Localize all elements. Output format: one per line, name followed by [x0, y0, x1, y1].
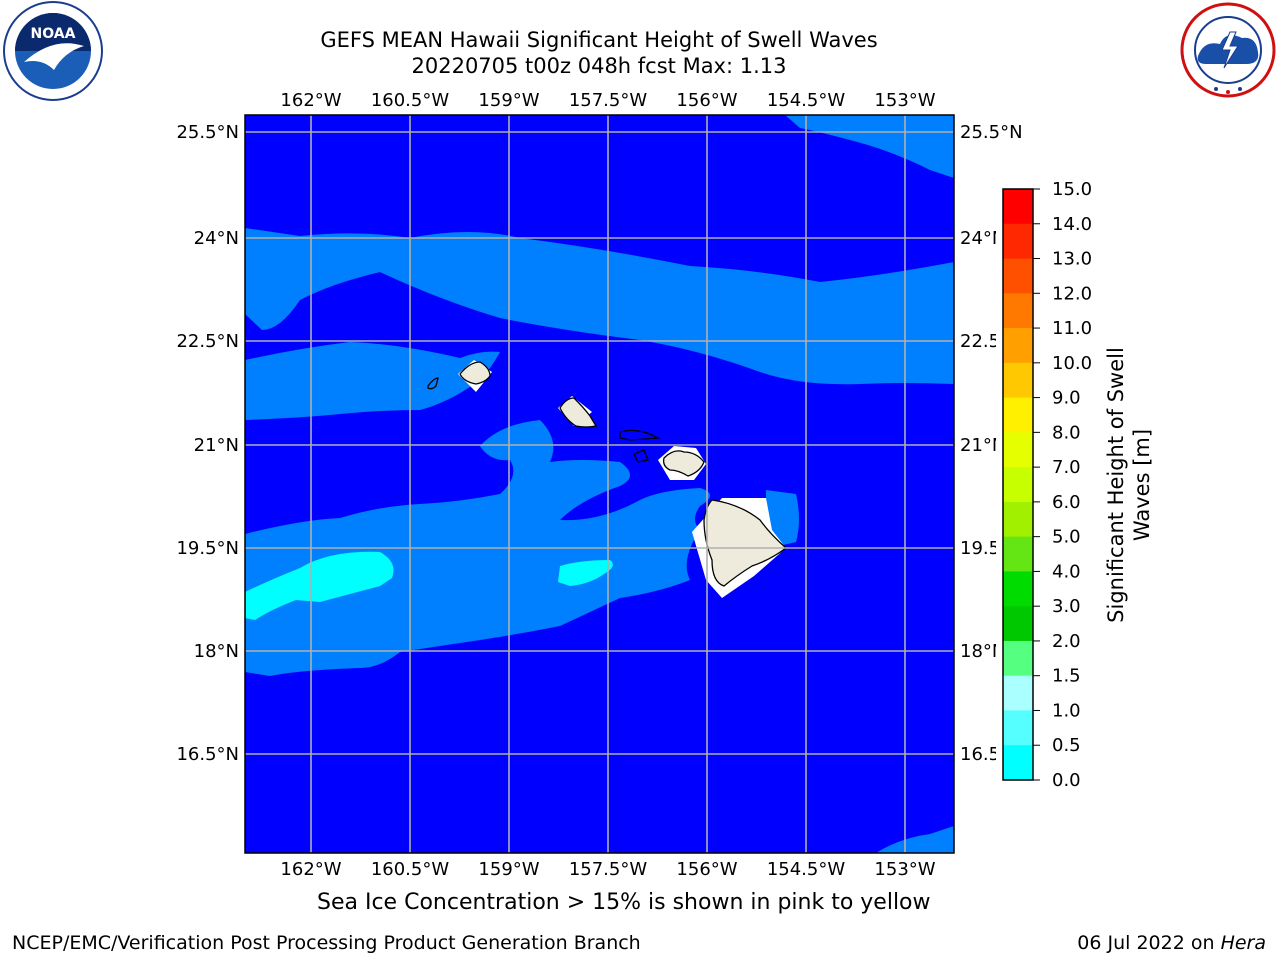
- nws-logo-icon: [1180, 2, 1276, 98]
- island-niihau: [427, 377, 439, 390]
- sea-ice-note: Sea Ice Concentration > 15% is shown in …: [317, 890, 931, 915]
- colorbar-tick-label: 9.0: [1052, 388, 1081, 409]
- credit-date: 06 Jul 2022 on Hera: [1077, 932, 1266, 954]
- lat-tick-right: 25.5°N: [960, 122, 1023, 143]
- colorbar-label-line1: Significant Height of Swell: [1104, 347, 1128, 623]
- lat-tick-left: 21°N: [194, 435, 239, 456]
- lon-tick-bottom: 154.5°W: [767, 859, 846, 880]
- swell-band-1-0-south: [558, 560, 613, 586]
- lat-tick-right: 18°N: [960, 641, 1005, 662]
- colorbar-swatch: [1003, 397, 1033, 433]
- lon-tick-top: 159°W: [478, 90, 539, 111]
- island-hawaii: [703, 499, 788, 587]
- colorbar-ticks: 15.0 14.0 13.0 12.0 11.0 10.0 9.0 8.0 7.0 6.0 5.0 4…: [1033, 180, 1092, 791]
- lat-tick-left: 18°N: [194, 641, 239, 662]
- chart-subtitle: 20220705 t00z 048h fcst Max: 1.13: [411, 54, 787, 78]
- colorbar-tick-label: 4.0: [1052, 561, 1081, 582]
- swell-band-0-5-southeast: [876, 826, 954, 853]
- colorbar-tick-label: 2.0: [1052, 631, 1081, 652]
- colorbar-tick-label: 3.0: [1052, 596, 1081, 617]
- lon-tick-bottom: 160.5°W: [371, 859, 450, 880]
- lon-tick-bottom: 156°W: [676, 859, 737, 880]
- colorbar-swatch: [1003, 675, 1033, 711]
- colorbar-swatch: [1003, 571, 1033, 607]
- colorbar-swatch: [1003, 293, 1033, 329]
- colorbar-swatch: [1003, 328, 1033, 364]
- island-oahu: [559, 397, 598, 428]
- colorbar-swatches: [1003, 189, 1033, 781]
- map-frame: [244, 114, 955, 854]
- lat-tick-left: 22.5°N: [176, 331, 239, 352]
- colorbar-swatch: [1003, 606, 1033, 642]
- noaa-logo-text: NOAA: [31, 26, 76, 42]
- colorbar-swatch: [1003, 745, 1033, 781]
- chart-title: GEFS MEAN Hawaii Significant Height of S…: [320, 28, 878, 52]
- colorbar-swatch: [1003, 189, 1033, 225]
- lat-tick-right: 21°N: [960, 435, 1005, 456]
- lon-tick-top: 154.5°W: [767, 90, 846, 111]
- colorbar-swatch: [1003, 640, 1033, 677]
- colorbar-tick-label: 7.0: [1052, 457, 1081, 478]
- colorbar-tick-label: 13.0: [1052, 249, 1092, 270]
- colorbar-label-line2: Waves [m]: [1130, 428, 1154, 542]
- swell-band-0-5-north: [245, 228, 954, 385]
- lat-tick-left: 25.5°N: [176, 122, 239, 143]
- colorbar-swatch: [1003, 536, 1033, 572]
- swell-band-0-5-northeast: [785, 115, 954, 178]
- colorbar-swatch: [1003, 501, 1033, 538]
- colorbar-tick-label: 1.0: [1052, 700, 1081, 721]
- lat-tick-left: 24°N: [194, 228, 239, 249]
- credit-date-text: 06 Jul 2022 on: [1077, 932, 1221, 954]
- noaa-logo-icon: NOAA: [3, 1, 103, 101]
- colorbar: 15.0 14.0 13.0 12.0 11.0 10.0 9.0 8.0 7.0 6.0 5.0 4…: [996, 180, 1092, 792]
- colorbar-tick-label: 11.0: [1052, 318, 1092, 339]
- lat-tick-left: 16.5°N: [176, 744, 239, 765]
- credit-branch: NCEP/EMC/Verification Post Processing Pr…: [12, 932, 641, 954]
- lon-tick-bottom: 153°W: [874, 859, 935, 880]
- lon-tick-top: 157.5°W: [569, 90, 648, 111]
- island-maui: [662, 450, 705, 477]
- swell-band-1-0-west: [245, 551, 394, 620]
- lon-tick-top: 162°W: [280, 90, 341, 111]
- colorbar-tick-label: 1.5: [1052, 666, 1081, 687]
- colorbar-tick-label: 12.0: [1052, 283, 1092, 304]
- colorbar-tick-label: 8.0: [1052, 422, 1081, 443]
- lon-tick-bottom: 159°W: [478, 859, 539, 880]
- island-kauai: [459, 361, 491, 385]
- grid-lines: [245, 115, 954, 853]
- colorbar-swatch: [1003, 432, 1033, 468]
- colorbar-tick-label: 5.0: [1052, 527, 1081, 548]
- lon-tick-top: 153°W: [874, 90, 935, 111]
- island-lanai: [633, 449, 649, 463]
- islands: [427, 360, 788, 598]
- island-molokai: [619, 429, 661, 441]
- lon-tick-top: 160.5°W: [371, 90, 450, 111]
- colorbar-swatch: [1003, 223, 1033, 260]
- colorbar-tick-label: 6.0: [1052, 492, 1081, 513]
- lon-tick-bottom: 162°W: [280, 859, 341, 880]
- colorbar-tick-label: 0.5: [1052, 735, 1081, 756]
- colorbar-tick-label: 0.0: [1052, 770, 1081, 791]
- colorbar-tick-label: 10.0: [1052, 353, 1092, 374]
- lon-tick-bottom: 157.5°W: [569, 859, 648, 880]
- lat-tick-right: 24°N: [960, 228, 1005, 249]
- colorbar-tick-label: 14.0: [1052, 214, 1092, 235]
- credit-machine: Hera: [1220, 932, 1266, 954]
- colorbar-swatch: [1003, 362, 1033, 399]
- colorbar-swatch: [1003, 710, 1033, 746]
- colorbar-tick-label: 15.0: [1052, 180, 1092, 200]
- colorbar-swatch: [1003, 467, 1033, 503]
- lat-tick-left: 19.5°N: [176, 538, 239, 559]
- colorbar-swatch: [1003, 258, 1033, 294]
- swell-band-0-5-kauai: [245, 342, 500, 420]
- lon-tick-top: 156°W: [676, 90, 737, 111]
- colorbar-label: Significant Height of Swell Waves [m]: [1103, 335, 1155, 635]
